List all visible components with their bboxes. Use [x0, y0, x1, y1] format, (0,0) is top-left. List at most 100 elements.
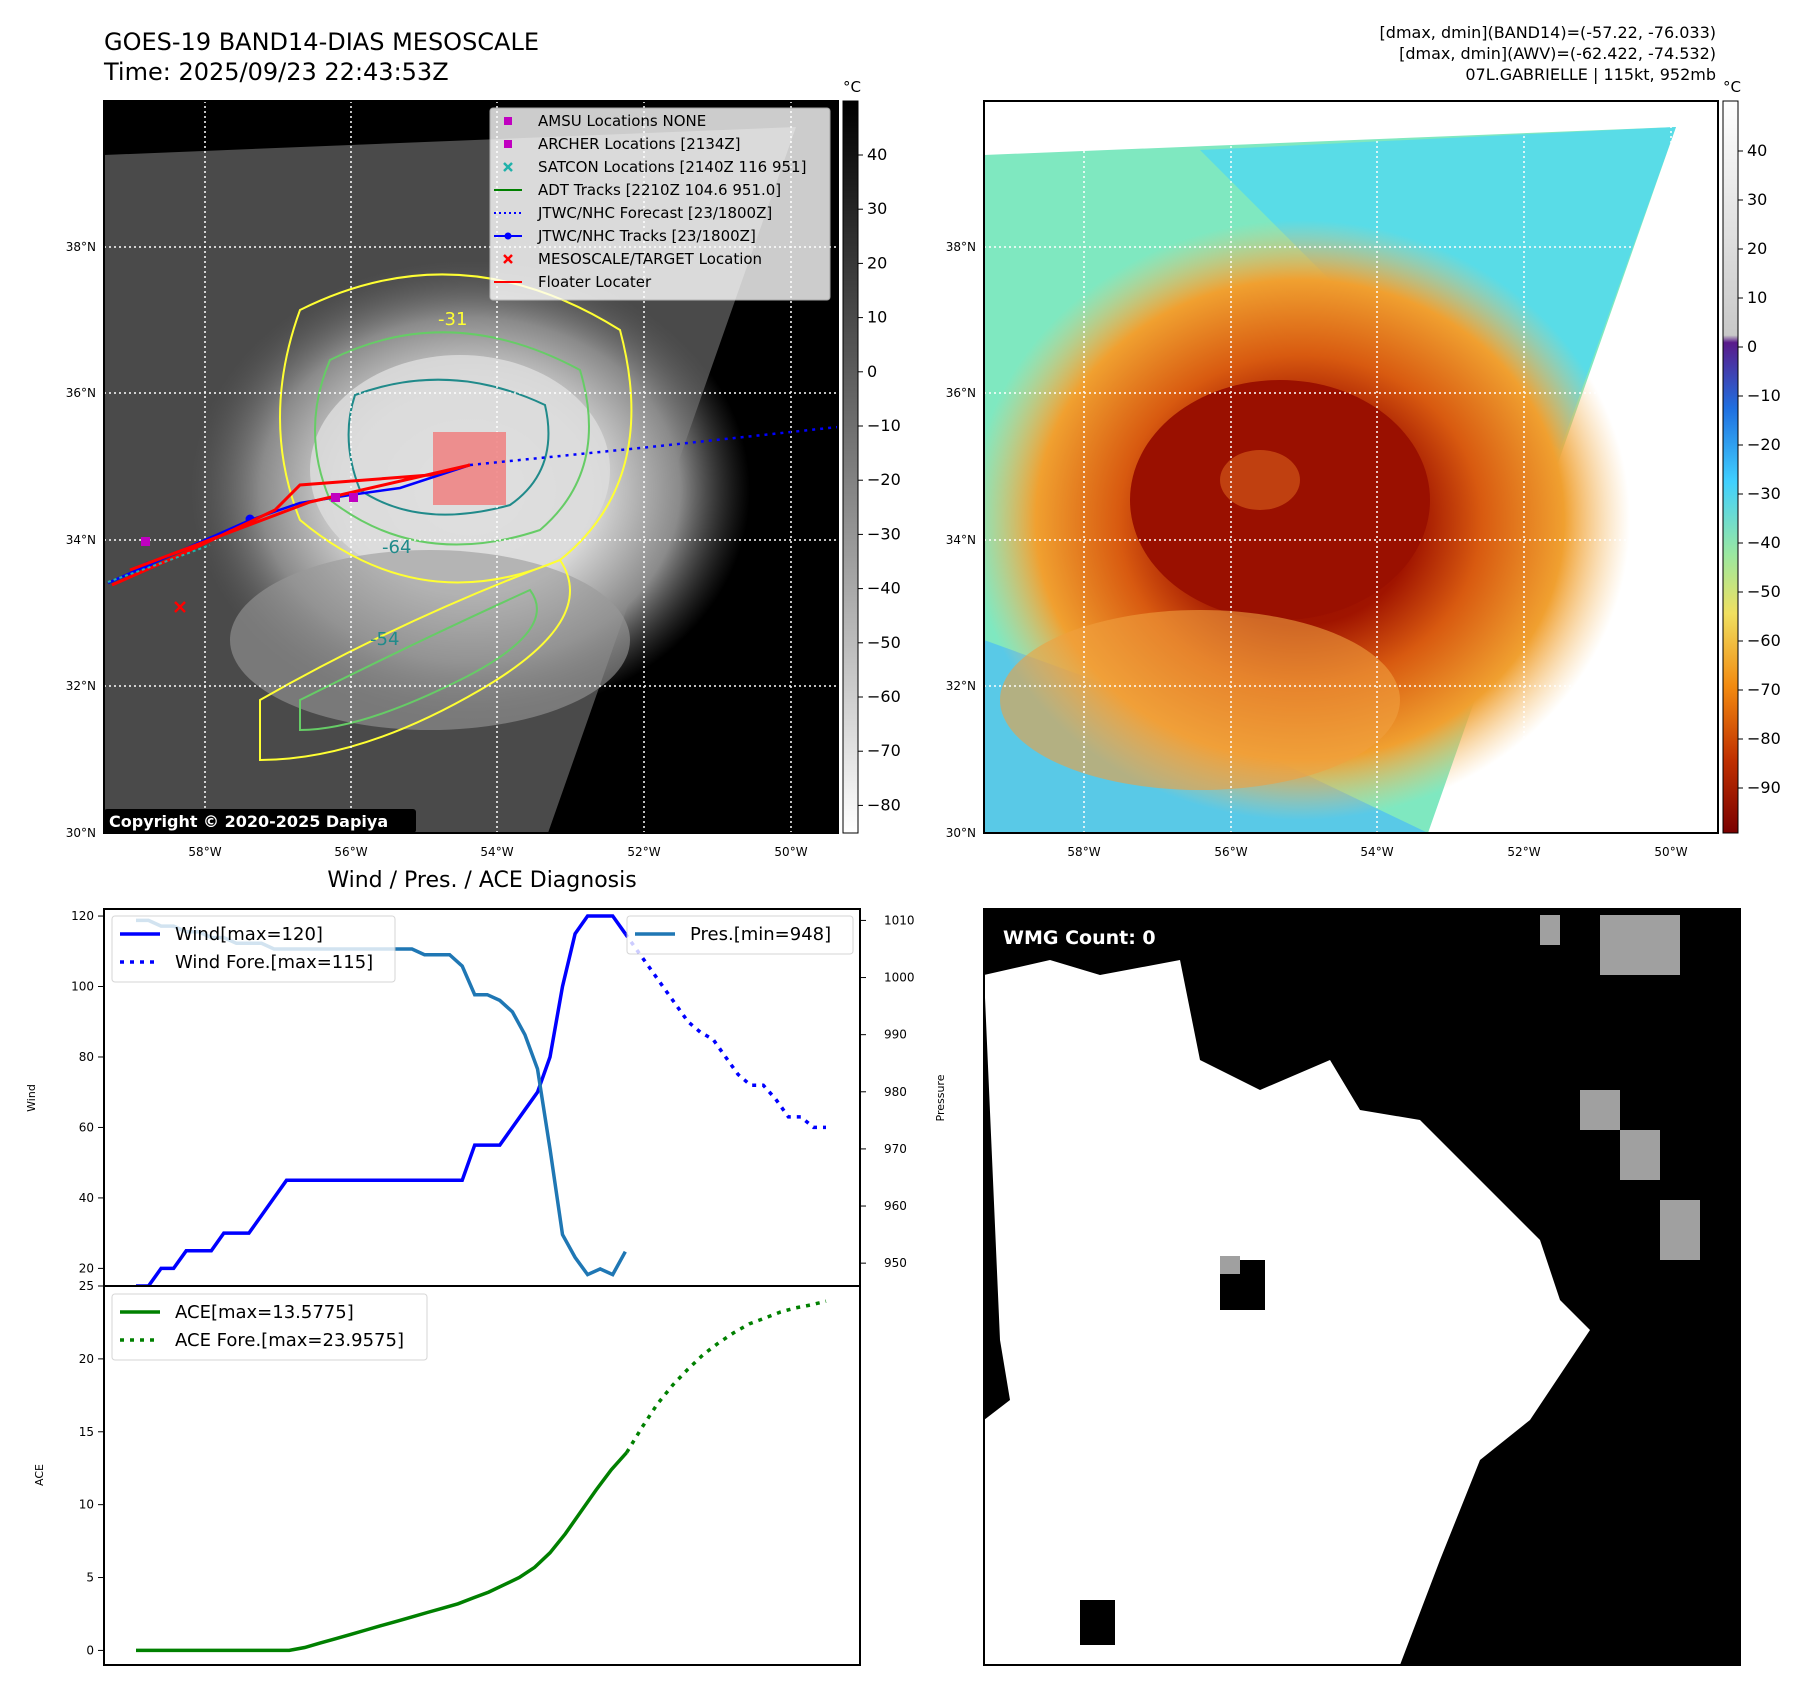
colorbar-tick-label: −20 — [1747, 435, 1781, 454]
copyright: Copyright © 2020-2025 Dapiya — [109, 812, 388, 831]
ir-lat-34: 34°N — [66, 533, 96, 547]
awv-lat-32: 32°N — [946, 679, 976, 693]
ace-legend-label: ACE[max=13.5775] — [175, 1302, 354, 1323]
ir-lat-32: 32°N — [66, 679, 96, 693]
legend-label: ADT Tracks [2210Z 104.6 951.0] — [538, 181, 781, 199]
pressure-ytick-label: 970 — [884, 1142, 907, 1156]
floater-box — [433, 432, 506, 505]
awv-lon-54: 54°W — [1360, 845, 1393, 859]
colorbar-tick-label: 40 — [867, 145, 887, 164]
colorbar-tick-label: −60 — [867, 687, 901, 706]
colorbar-tick-label: −50 — [1747, 582, 1781, 601]
wind-legend-label: Wind[max=120] — [175, 924, 323, 945]
awv-map-panel: 38°N 36°N 34°N 32°N 30°N 58°W 56°W 54°W … — [946, 78, 1781, 859]
awv-lon-50: 50°W — [1654, 845, 1687, 859]
ace-ylabel: ACE — [33, 1464, 46, 1486]
colorbar-tick-label: −10 — [1747, 386, 1781, 405]
colorbar-tick-label: 40 — [1747, 141, 1767, 160]
pressure-ylabel: Pressure — [934, 1074, 947, 1121]
wind-legend-label: Wind Fore.[max=115] — [175, 952, 373, 973]
awv-lon-56: 56°W — [1214, 845, 1247, 859]
colorbar-tick-label: 10 — [1747, 288, 1767, 307]
info-storm: 07L.GABRIELLE | 115kt, 952mb — [1465, 65, 1716, 84]
ir-lon-56: 56°W — [334, 845, 367, 859]
legend-entry: Floater Locater — [494, 273, 652, 291]
ir-lon-50: 50°W — [774, 845, 807, 859]
colorbar-tick-label: −20 — [867, 470, 901, 489]
ir-lon-54: 54°W — [480, 845, 513, 859]
legend-entry: MESOSCALE/TARGET Location — [503, 250, 762, 268]
forecast-track — [469, 425, 838, 467]
wind-legend-box — [111, 915, 396, 983]
figure-title: GOES-19 BAND14-DIAS MESOSCALE — [104, 28, 539, 56]
awv-lat-36: 36°N — [946, 386, 976, 400]
pressure-ytick-label: 1000 — [884, 971, 915, 985]
info-awv: [dmax, dmin](AWV)=(-62.422, -74.532) — [1399, 44, 1716, 63]
colorbar-tick-label: 20 — [1747, 239, 1767, 258]
colorbar-tick-label: 30 — [867, 199, 887, 218]
colorbar-tick-label: −80 — [867, 795, 901, 814]
wmg-count: WMG Count: 0 — [1003, 927, 1156, 949]
ace-series-line-0 — [136, 1451, 629, 1653]
ir-lon-58: 58°W — [188, 845, 221, 859]
legend-entry: JTWC/NHC Forecast [23/1800Z] — [494, 204, 772, 222]
legend-label: AMSU Locations NONE — [538, 112, 706, 130]
ir-colorbar-unit: °C — [843, 78, 861, 96]
ir-lon-52: 52°W — [627, 845, 660, 859]
legend-marker-dot — [504, 232, 512, 240]
ace-legend-box — [111, 1293, 428, 1361]
target-marker — [174, 601, 186, 613]
ace-ytick-label: 5 — [86, 1571, 94, 1585]
wind-ytick-label: 80 — [79, 1050, 94, 1064]
legend-label: ARCHER Locations [2134Z] — [538, 135, 741, 153]
colorbar-tick-label: 10 — [867, 308, 887, 327]
legend-label: SATCON Locations [2140Z 116 951] — [538, 158, 806, 176]
info-band14: [dmax, dmin](BAND14)=(-57.22, -76.033) — [1380, 23, 1716, 42]
legend-marker-x — [503, 254, 513, 264]
legend-marker-x — [503, 162, 513, 172]
series-line-1 — [623, 932, 826, 1130]
legend-label: JTWC/NHC Tracks [23/1800Z] — [537, 227, 756, 245]
colorbar-tick-label: −80 — [1747, 729, 1781, 748]
awv-lat-34: 34°N — [946, 533, 976, 547]
wind-ytick-label: 60 — [79, 1120, 94, 1134]
legend-entry: ADT Tracks [2210Z 104.6 951.0] — [494, 181, 781, 199]
ir-map-panel: -31 -64 -54 AMSU Locations NONE ARCHER Lo… — [66, 78, 901, 859]
awv-lat-30: 30°N — [946, 826, 976, 840]
wind-ytick-label: 40 — [79, 1191, 94, 1205]
colorbar-tick-label: −60 — [1747, 631, 1781, 650]
wind-ytick-label: 120 — [71, 909, 94, 923]
colorbar-tick-label: −40 — [1747, 533, 1781, 552]
colorbar-tick-label: 20 — [867, 253, 887, 272]
ace-ytick-label: 20 — [79, 1352, 94, 1366]
pressure-ytick-label: 950 — [884, 1256, 907, 1270]
colorbar-tick-label: 30 — [1747, 190, 1767, 209]
wind-ytick-label: 100 — [71, 980, 94, 994]
awv-lon-58: 58°W — [1067, 845, 1100, 859]
colorbar-tick-label: −40 — [867, 579, 901, 598]
legend-entry: JTWC/NHC Tracks [23/1800Z] — [494, 227, 756, 245]
pressure-ytick-label: 990 — [884, 1028, 907, 1042]
contour-label: -64 — [382, 537, 411, 558]
legend-entry: AMSU Locations NONE — [504, 112, 706, 130]
legend-label: MESOSCALE/TARGET Location — [538, 250, 762, 268]
colorbar-tick-label: −70 — [1747, 680, 1781, 699]
awv-lon-52: 52°W — [1507, 845, 1540, 859]
ir-colorbar — [842, 100, 859, 834]
ace-ytick-label: 15 — [79, 1425, 94, 1439]
ace-chart: 0 5 10 15 20 25 ACE ACE[max=13.5775] ACE Fore.… — [33, 1279, 861, 1666]
colorbar-tick-label: 0 — [1747, 337, 1757, 356]
wind-ytick-label: 20 — [79, 1261, 94, 1275]
pressure-legend-box — [626, 915, 854, 955]
colorbar-tick-label: −30 — [1747, 484, 1781, 503]
colorbar-tick-label: 0 — [867, 362, 877, 381]
ir-legend: AMSU Locations NONE ARCHER Locations [213… — [489, 107, 831, 301]
wind-pressure-chart: Wind / Pres. / ACE Diagnosis 20 40 60 80 100… — [25, 868, 947, 1288]
wmg-panel: WMG Count: 0 — [983, 908, 1741, 1666]
wmg-region-white — [984, 960, 1590, 1665]
colorbar-tick-label: −70 — [867, 741, 901, 760]
figure-time: Time: 2025/09/23 22:43:53Z — [103, 58, 449, 86]
ace-series-line-1 — [625, 1299, 827, 1454]
colorbar-tick-label: −50 — [867, 633, 901, 652]
awv-colorbar — [1722, 100, 1739, 834]
